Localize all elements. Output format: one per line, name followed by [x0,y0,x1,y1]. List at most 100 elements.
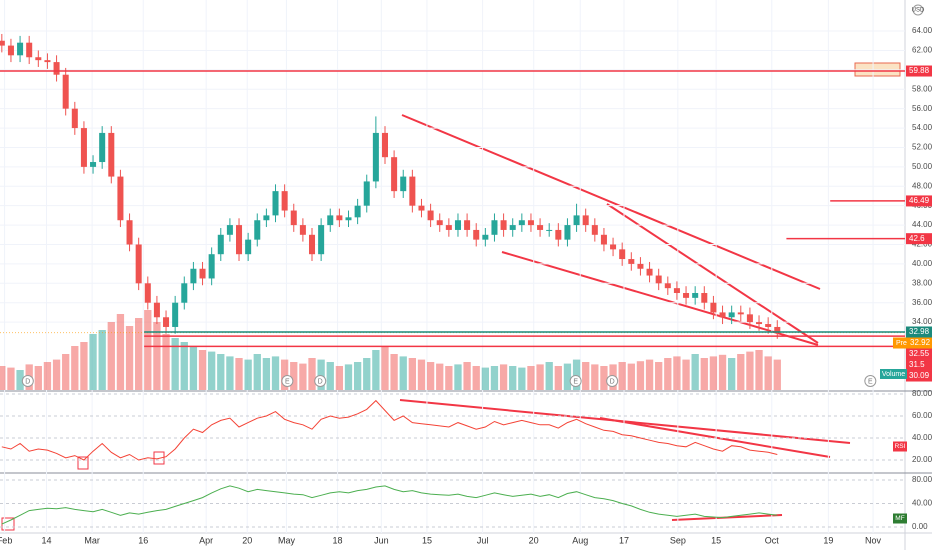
x-tick-label: Sep [670,535,686,545]
candle-body [664,283,671,289]
candle-body [427,210,434,221]
trend-line [606,203,819,344]
candle-body [281,191,288,211]
volume-bar [372,350,380,390]
candle-body [372,132,379,182]
volume-bar [426,362,435,390]
candle-body [418,205,425,211]
price-tag-value: 31.5 [909,360,925,369]
event-marker [864,375,877,387]
price-tag [906,348,932,360]
pre-tag-value: 32.92 [910,338,931,347]
x-tick-label: 15 [422,535,432,545]
candle-body [7,45,14,56]
volume-bar [764,356,772,390]
candle-body [464,220,471,230]
event-label: E [573,378,578,385]
x-tick-label: Aug [572,535,588,545]
event-label: D [610,378,615,385]
trend-lines [399,114,851,521]
x-tick-label: 20 [242,535,252,545]
candle-body [308,234,316,255]
candle-body [600,234,607,245]
volume-bar [399,356,407,390]
volume-bar [299,363,307,390]
candle-body [199,268,206,279]
candle-body [400,176,407,192]
x-tick-label: May [278,535,296,545]
volume-bar [718,354,727,390]
price-tag-value: 32.55 [909,349,930,358]
candle-body [53,62,60,75]
candle-body [445,225,452,230]
y-tick-label: 40.00 [912,433,932,442]
candle-body [436,220,443,226]
price-tag [906,370,932,382]
x-tick-label: Apr [199,535,213,545]
volume-bar [664,358,672,390]
volume-bar [445,366,453,390]
y-tick-label: 48.00 [912,181,932,190]
volume-bar [271,356,280,390]
volume-bars [0,310,781,390]
x-tick-label: Oct [765,535,780,545]
volume-bar [162,334,170,390]
candle-body [336,215,343,221]
event-label: D [318,378,323,385]
candle-body [135,244,142,284]
candle-body [655,275,662,284]
candle-body [80,128,87,167]
y-tick-label: 62.00 [912,46,932,55]
volume-bar [591,364,599,390]
candle-body [673,288,680,294]
y-tick-label: 44.00 [912,220,932,229]
x-tick-label: 15 [711,535,721,545]
volume-bar [98,330,106,390]
volume-bar [363,358,371,390]
candle-body [746,314,753,323]
candle-body [555,229,562,240]
volume-tag [880,369,907,379]
candle-body [518,220,525,226]
volume-bar [417,359,426,390]
candle-body [454,220,461,230]
volume-bar [335,366,344,390]
x-tick-label: 16 [138,535,148,545]
volume-bar [572,359,581,390]
volume-bar [43,362,52,390]
x-tick-label: Feb [0,535,12,545]
candle-body [144,283,151,303]
x-tick-label: Nov [865,535,882,545]
trend-line [501,251,819,346]
candle-body [299,225,306,235]
volume-bar [171,338,179,390]
volume-bar [353,362,362,390]
price-tag-value: 32.98 [909,327,930,336]
candles [0,33,781,339]
candle-body [90,162,97,167]
candle-body [26,42,33,58]
candle-body [610,244,617,250]
volume-bar [326,362,334,390]
pre-tag-label: Pre [896,340,907,347]
candle-body [546,229,553,231]
event-marker [281,375,294,387]
candle-body [117,176,124,221]
volume-bar [135,318,143,390]
volume-bar [253,354,261,390]
candle-body [363,181,370,206]
y-tick-label: 80.00 [912,475,932,484]
volume-bar [408,358,417,390]
settings-icon[interactable] [912,4,924,16]
y-tick-label: 40.00 [912,499,932,508]
volume-bar [454,364,462,390]
x-tick-label: 18 [333,535,343,545]
volume-bar [563,363,572,390]
candle-body [345,217,352,221]
volume-bar [527,366,535,390]
candle-body [509,225,516,230]
x-tick-label: 20 [529,535,539,545]
candle-body [181,283,188,303]
volume-bar [280,359,289,390]
volume-bar [208,351,216,390]
